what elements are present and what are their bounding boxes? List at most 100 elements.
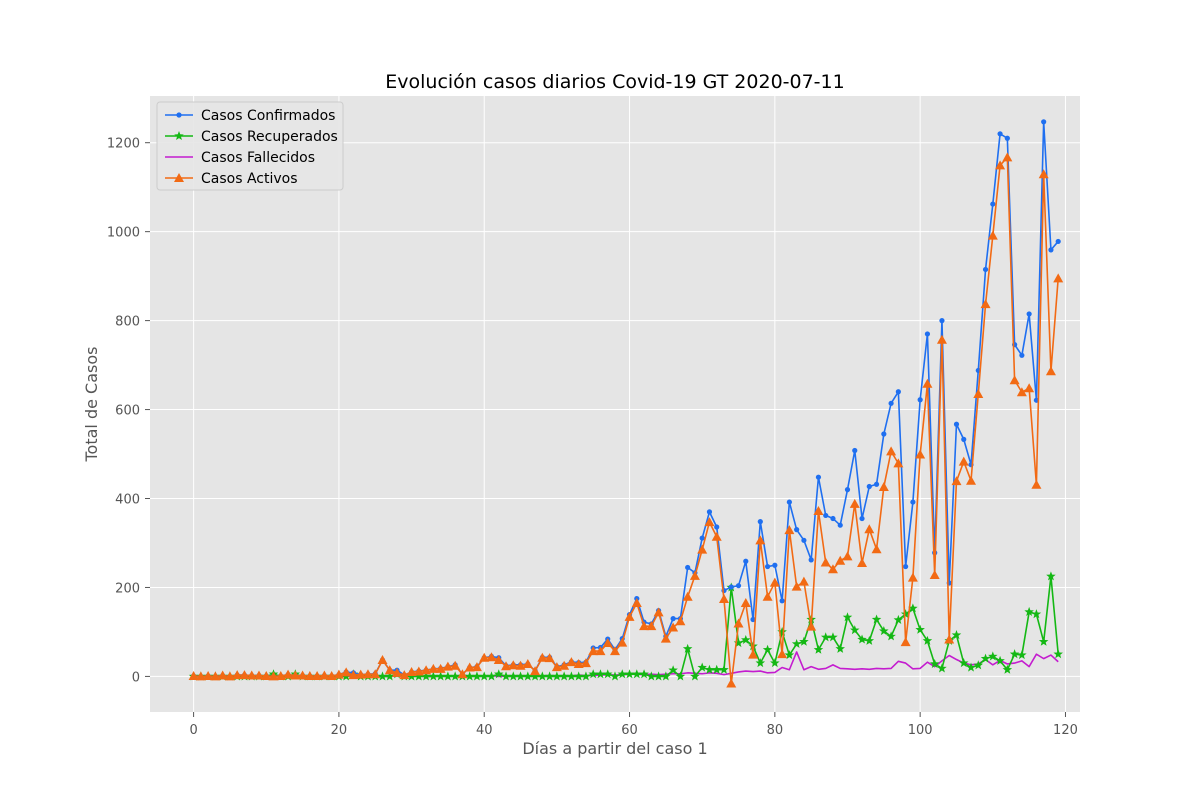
data-point-activos <box>617 637 628 647</box>
data-point-activos <box>900 637 911 647</box>
data-point-recuperados <box>501 671 511 681</box>
data-point-recuperados <box>377 671 388 681</box>
data-point-recuperados <box>850 625 860 635</box>
y-axis-label: Total de Casos <box>82 347 101 463</box>
y-axis: 0 200 400 600 800 1000 1200 <box>107 137 150 685</box>
x-tick-label: 80 <box>767 723 784 738</box>
data-point-confirmados <box>939 318 945 324</box>
data-point-recuperados <box>1009 649 1020 659</box>
data-point-recuperados <box>1002 664 1013 674</box>
data-point-activos <box>871 544 882 554</box>
data-point-recuperados <box>951 630 962 640</box>
data-point-recuperados <box>842 612 853 622</box>
data-point-confirmados <box>866 483 872 490</box>
data-point-activos <box>566 657 577 667</box>
legend-item-confirmados: Casos Confirmados <box>165 108 335 124</box>
data-point-activos <box>973 388 984 398</box>
data-point-recuperados <box>835 643 845 653</box>
data-point-activos <box>610 646 620 656</box>
data-point-recuperados <box>479 671 489 681</box>
data-point-activos <box>406 666 417 676</box>
data-point-activos <box>726 678 737 688</box>
chart-title: Evolución casos diarios Covid-19 GT 2020… <box>385 71 844 93</box>
data-point-recuperados <box>966 662 976 672</box>
data-point-activos <box>297 670 308 680</box>
x-tick-label: 120 <box>1053 723 1078 738</box>
data-point-activos <box>995 160 1006 170</box>
data-point-recuperados <box>762 644 773 654</box>
data-point-activos <box>922 378 933 388</box>
data-point-recuperados <box>958 658 969 668</box>
data-point-activos <box>966 475 977 485</box>
data-point-recuperados <box>552 671 562 681</box>
data-point-activos <box>377 654 388 664</box>
data-point-activos <box>980 299 991 309</box>
x-tick-label: 0 <box>189 723 197 738</box>
data-point-activos <box>392 667 403 677</box>
data-point-activos <box>769 577 780 587</box>
data-point-activos <box>697 544 708 554</box>
data-point-activos <box>711 531 722 541</box>
data-point-confirmados <box>895 389 901 395</box>
data-point-activos <box>203 670 214 680</box>
data-point-confirmados <box>1004 135 1010 141</box>
data-point-confirmados <box>735 583 742 589</box>
data-point-activos <box>907 572 918 582</box>
data-point-confirmados <box>794 527 800 533</box>
data-point-recuperados <box>610 671 620 681</box>
data-point-recuperados <box>704 664 715 674</box>
data-point-recuperados <box>464 671 475 681</box>
data-point-recuperados <box>973 660 984 670</box>
series-layer <box>188 119 1064 688</box>
data-point-recuperados <box>893 614 904 624</box>
data-point-recuperados <box>588 669 598 679</box>
data-point-recuperados <box>980 653 991 663</box>
data-point-activos <box>660 633 671 643</box>
data-point-activos <box>878 481 889 491</box>
data-point-recuperados <box>1038 636 1049 646</box>
data-point-confirmados <box>815 474 822 480</box>
data-point-confirmados <box>743 558 749 564</box>
data-point-recuperados <box>493 669 504 679</box>
data-point-activos <box>639 621 650 631</box>
data-point-recuperados <box>617 669 628 679</box>
data-point-recuperados <box>733 638 744 648</box>
data-point-activos <box>1002 152 1013 162</box>
data-point-recuperados <box>653 671 664 681</box>
data-point-recuperados <box>915 624 925 634</box>
data-point-confirmados <box>830 515 836 522</box>
data-point-activos <box>733 618 744 628</box>
data-point-recuperados <box>929 658 940 669</box>
data-point-confirmados <box>859 515 865 522</box>
data-point-activos <box>653 607 664 617</box>
data-point-recuperados <box>639 669 649 679</box>
data-point-activos <box>668 622 679 632</box>
data-point-recuperados <box>1017 650 1027 660</box>
data-point-recuperados <box>791 638 802 648</box>
data-point-recuperados <box>900 609 911 619</box>
data-point-activos <box>806 621 817 631</box>
data-point-activos <box>929 570 940 580</box>
data-point-activos <box>544 653 555 663</box>
data-point-activos <box>348 670 359 680</box>
data-point-recuperados <box>784 650 795 660</box>
data-point-recuperados <box>864 635 875 645</box>
data-point-activos <box>428 663 439 673</box>
data-point-activos <box>936 334 947 344</box>
data-point-activos <box>915 449 926 459</box>
data-point-activos <box>595 646 606 656</box>
y-tick-label: 0 <box>132 670 140 685</box>
y-tick-label: 1200 <box>107 137 140 152</box>
data-point-confirmados <box>910 499 916 505</box>
data-point-activos <box>857 558 868 568</box>
data-point-activos <box>464 662 475 672</box>
data-point-confirmados <box>982 266 989 273</box>
y-tick-label: 1000 <box>107 226 140 241</box>
data-point-recuperados <box>472 671 482 681</box>
data-point-confirmados <box>903 563 909 570</box>
data-point-confirmados <box>1055 238 1061 245</box>
legend-marker-activos <box>174 173 184 182</box>
data-point-activos <box>486 652 497 662</box>
data-point-recuperados <box>573 671 584 681</box>
y-tick-label: 200 <box>115 581 140 596</box>
